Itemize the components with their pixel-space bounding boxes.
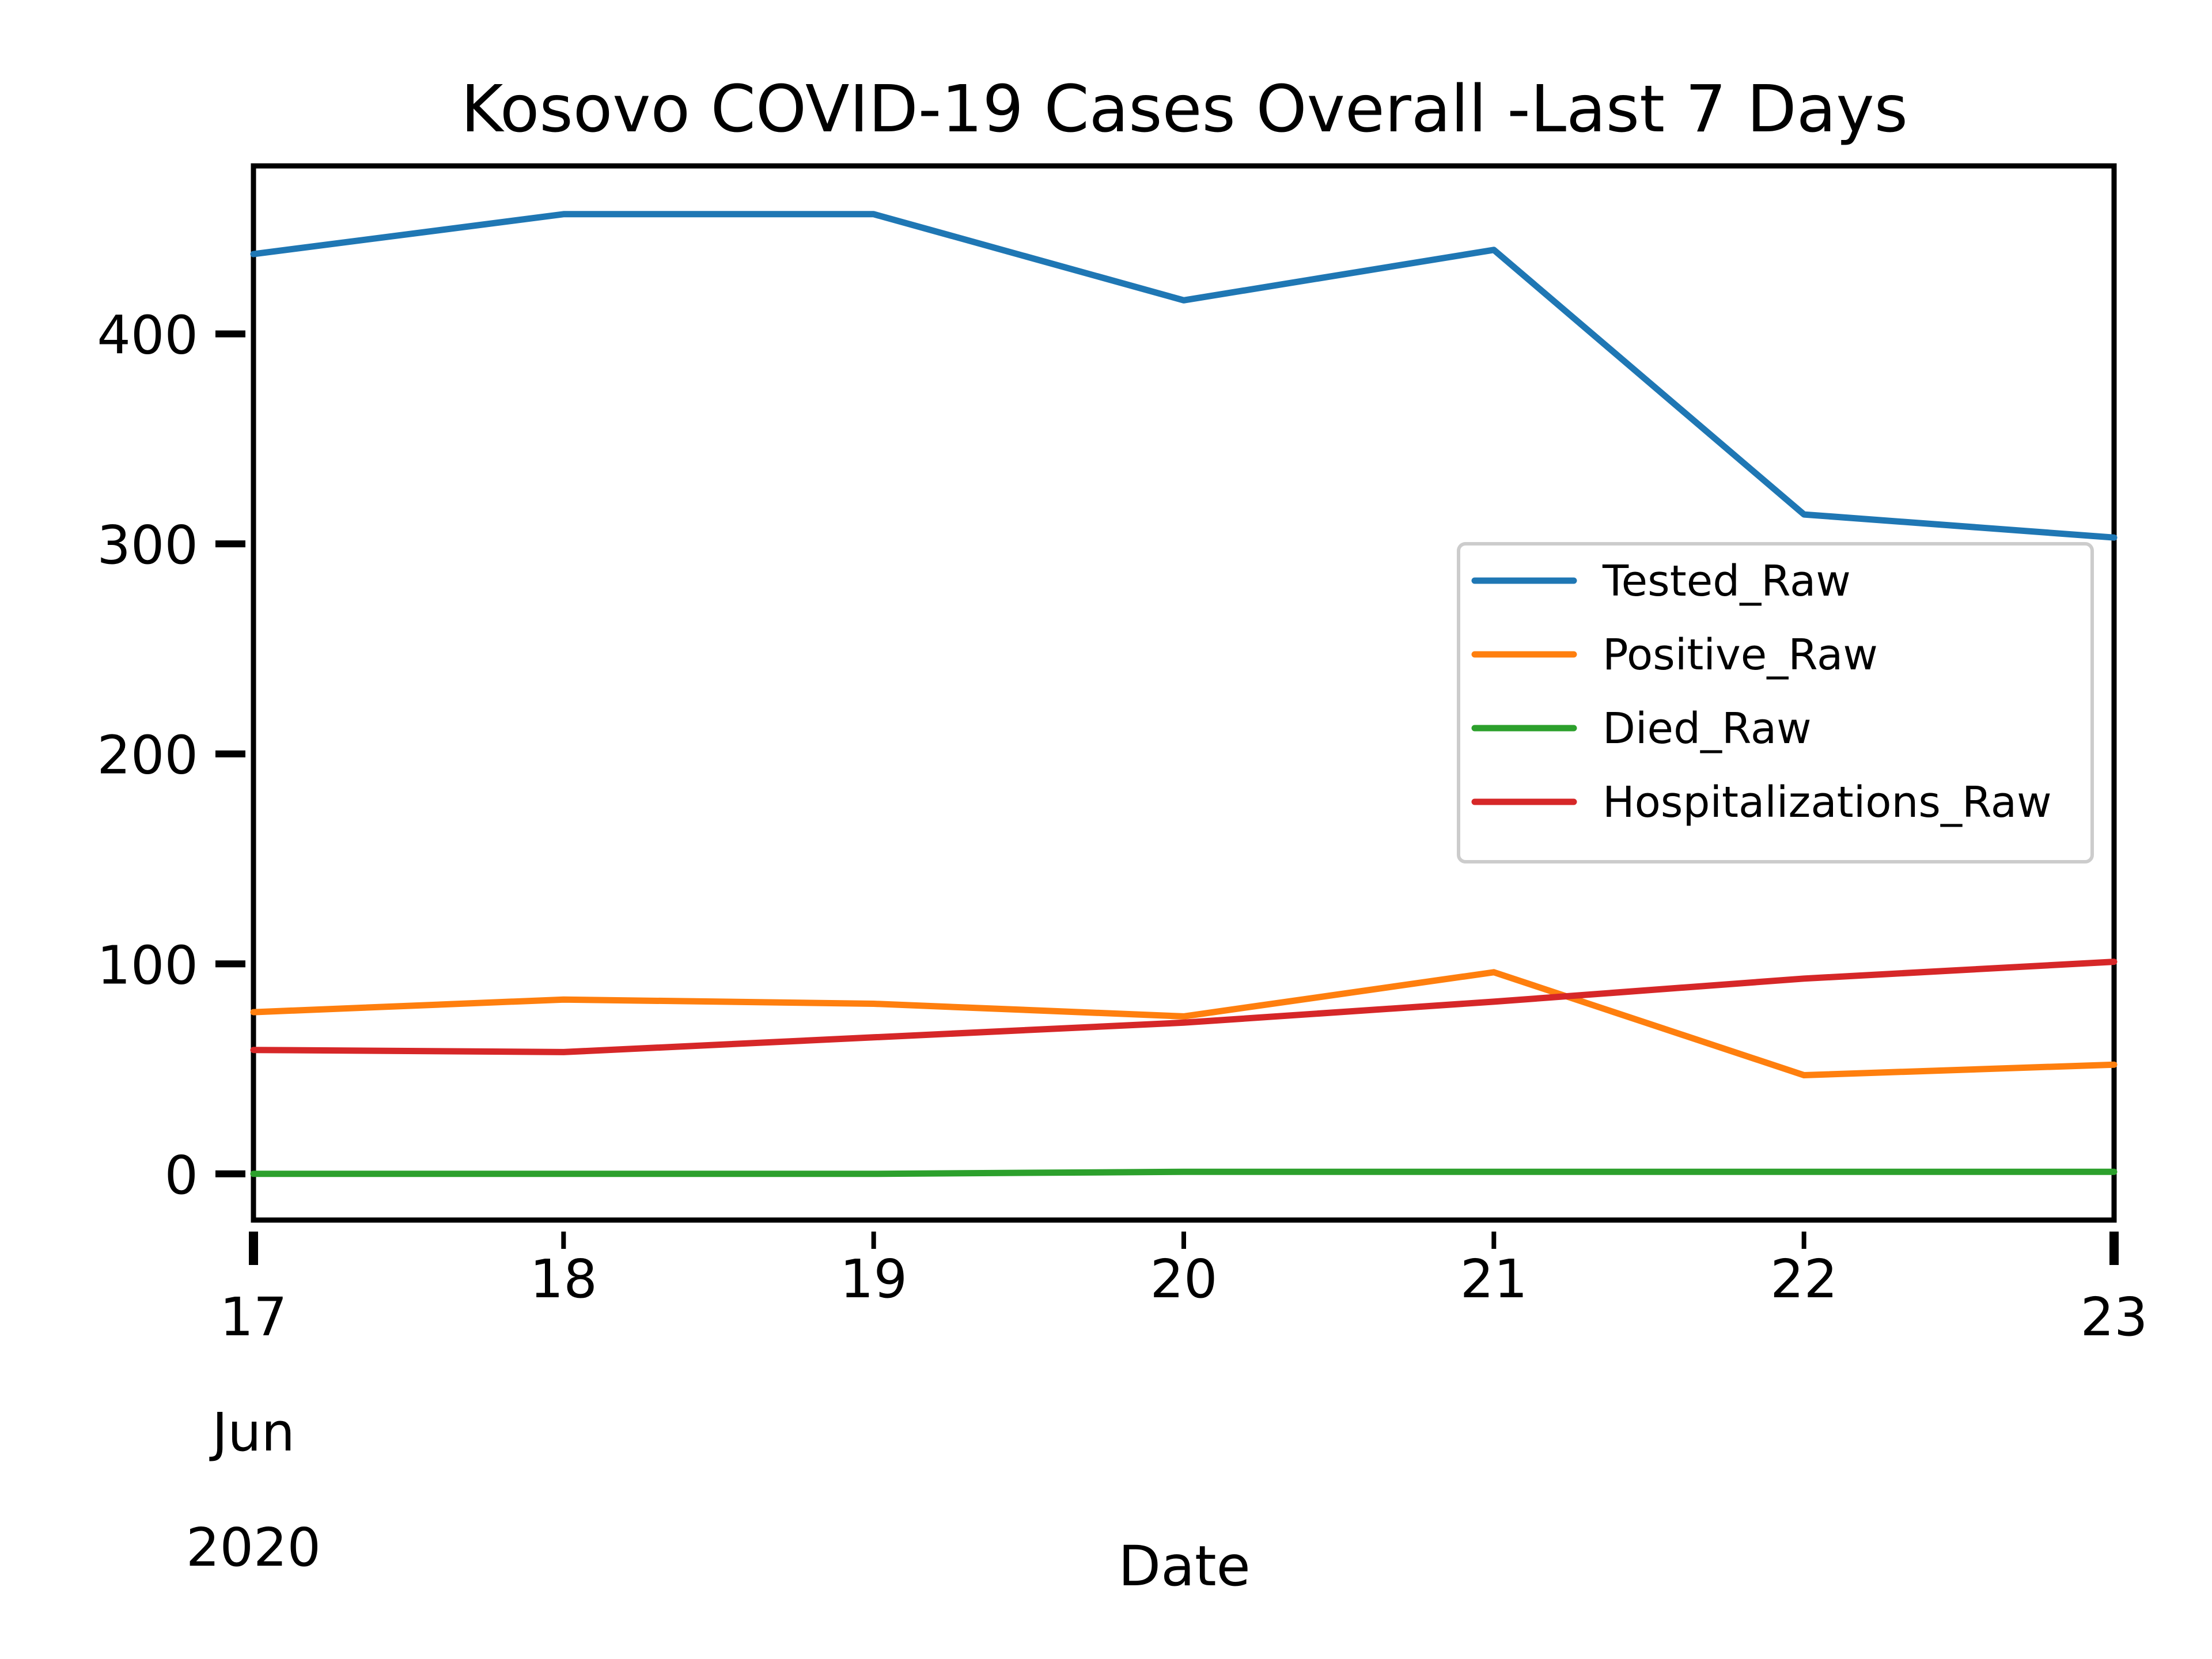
x-tick-label: 23 <box>2080 1286 2147 1348</box>
y-tick-label: 0 <box>164 1145 198 1206</box>
x-axis-label: Date <box>1118 1534 1250 1599</box>
series-line-tested-raw <box>250 211 2118 541</box>
x-tick-label: 19 <box>840 1248 907 1310</box>
x-tick-label: 17 <box>219 1286 287 1348</box>
y-axis-ticks: 0 100 200 300 400 <box>97 305 245 1206</box>
y-tick-label: 200 <box>97 725 198 786</box>
legend-label: Died_Raw <box>1603 704 1812 753</box>
series-line-hospitalizations-raw <box>250 959 2118 1055</box>
legend-box <box>1457 542 2094 863</box>
legend-label: Positive_Raw <box>1603 630 1878 680</box>
x-tick-label: 22 <box>1770 1248 1838 1310</box>
legend-label: Hospitalizations_Raw <box>1603 778 2052 827</box>
chart-title: Kosovo COVID-19 Cases Overall -Last 7 Da… <box>461 72 1908 147</box>
y-tick-label: 100 <box>97 934 198 996</box>
x-tick-label: 2020 <box>186 1517 321 1578</box>
y-tick-label: 300 <box>97 514 198 576</box>
x-axis-ticks: 17 Jun 2020 18 19 20 21 22 23 <box>186 1232 2148 1578</box>
y-tick-label: 400 <box>97 305 198 366</box>
legend: Tested_Raw Positive_Raw Died_Raw Hospitaliz… <box>1457 542 2094 863</box>
x-tick-label: 21 <box>1460 1248 1528 1310</box>
series-line-died-raw <box>250 1168 2118 1177</box>
series-lines <box>250 211 2118 1177</box>
x-tick-label: 20 <box>1150 1248 1217 1310</box>
series-line-positive-raw <box>250 969 2118 1078</box>
x-tick-label: 18 <box>530 1248 597 1310</box>
legend-label: Tested_Raw <box>1602 556 1851 606</box>
plot-frame <box>251 163 2117 1223</box>
x-tick-label: Jun <box>209 1402 295 1463</box>
